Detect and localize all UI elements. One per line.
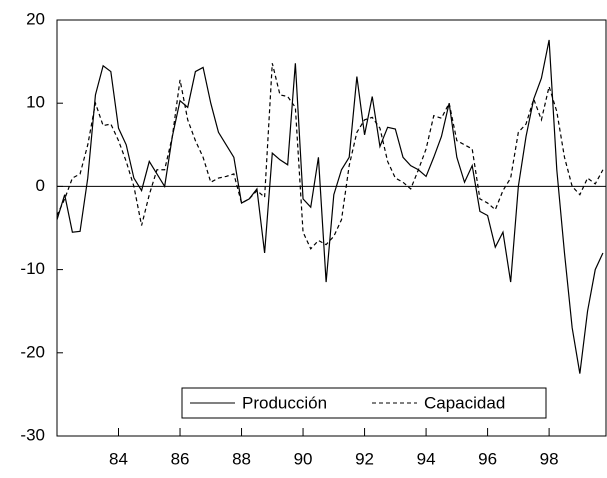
plot-frame [56,19,607,437]
legend-label: Capacidad [424,393,505,412]
x-tick-label: 90 [294,449,313,468]
x-tick-label: 84 [109,449,128,468]
y-tick-label: -20 [20,342,45,361]
legend-label: Producción [242,393,327,412]
x-tick-label: 86 [171,449,190,468]
x-tick-label: 94 [417,449,436,468]
x-tick-label: 92 [355,449,374,468]
y-tick-label: -10 [20,259,45,278]
y-tick-label: -30 [20,425,45,444]
x-tick-label: 96 [478,449,497,468]
x-tick-label: 88 [232,449,251,468]
y-tick-label: 10 [26,93,45,112]
x-tick-label: 98 [540,449,559,468]
y-tick-label: 20 [26,9,45,28]
series-line [56,39,604,374]
y-tick-label: 0 [36,176,45,195]
legend-box [181,387,547,419]
series-line [56,63,604,250]
